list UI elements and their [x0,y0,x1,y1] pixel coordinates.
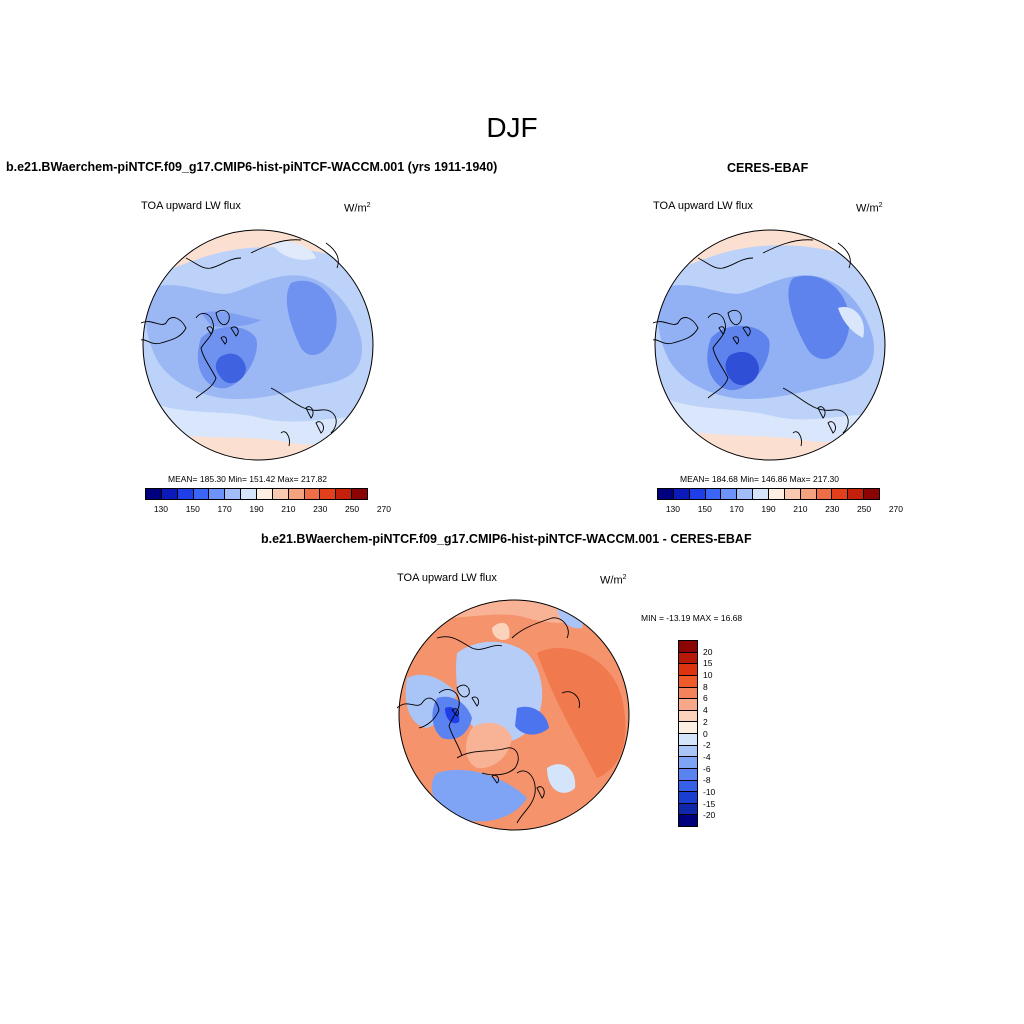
obs-colorbar-swatch [658,489,674,499]
obs-polar-map [653,229,886,461]
model-units: W/m2 [344,202,371,215]
model-colorbar-swatch [336,489,353,499]
diff-colorbar-tick-label: 8 [703,681,708,692]
diff-colorbar-swatch [679,641,697,653]
model-colorbar-swatch [288,489,305,499]
diff-colorbar-tick-label: 15 [703,658,713,669]
diff-colorbar-swatch [679,675,697,688]
model-colorbar-swatch [209,489,226,499]
model-colorbar-tick-label: 250 [344,504,360,514]
diff-colorbar-tick-label: 0 [703,728,708,739]
diff-colorbar-labels: 20 15 10 8 6 4 2 0 -2 -4 -6 -8 -10 -15 -20 [703,640,743,827]
diff-colorbar [678,640,698,827]
model-colorbar-swatch [272,489,289,499]
diff-colorbar-swatch [679,803,697,816]
diff-colorbar-swatch [679,710,697,723]
model-colorbar-tick-label: 130 [153,504,169,514]
diff-colorbar-tick-label: 20 [703,646,713,657]
model-panel-title: b.e21.BWaerchem-piNTCF.f09_g17.CMIP6-his… [6,160,498,174]
obs-colorbar-swatch [848,489,865,499]
model-colorbar-swatch [241,489,258,499]
obs-colorbar-swatch [816,489,833,499]
obs-colorbar-tick-label: 230 [825,504,840,514]
model-colorbar-swatch [225,489,242,499]
model-colorbar-swatch [304,489,321,499]
model-colorbar-labels: 130 150 170 190 210 230 250 270 [145,504,391,516]
model-variable-label: TOA upward LW flux [141,200,241,212]
obs-colorbar-swatch [784,489,801,499]
diff-colorbar-swatch [679,734,697,746]
obs-stats: MEAN= 184.68 Min= 146.86 Max= 217.30 [680,474,840,484]
model-colorbar-tick-label: 170 [217,504,232,514]
diff-colorbar-swatch [679,699,697,711]
diff-colorbar-swatch [679,757,697,769]
obs-colorbar-tick-label: 250 [856,504,872,514]
diff-colorbar-swatch [679,687,697,700]
model-colorbar-swatch [146,489,162,499]
diff-units: W/m2 [600,574,627,587]
figure-title: DJF [486,112,538,143]
diff-colorbar-tick-label: 2 [703,716,708,727]
obs-colorbar-swatch [769,489,785,499]
obs-variable-label: TOA upward LW flux [653,200,753,212]
diff-colorbar-swatch [679,792,697,804]
diff-stats: MIN = -13.19 MAX = 16.68 [641,613,743,623]
model-colorbar-swatch [193,489,210,499]
diff-colorbar-tick-label: -15 [703,798,716,809]
obs-colorbar-swatch [737,489,754,499]
obs-colorbar-tick-label: 210 [793,504,808,514]
obs-units: W/m2 [856,202,883,215]
diff-colorbar-swatch [679,815,697,826]
model-colorbar-tick-label: 210 [281,504,296,514]
diff-panel-title: b.e21.BWaerchem-piNTCF.f09_g17.CMIP6-his… [261,532,752,546]
diff-colorbar-swatch [679,768,697,781]
obs-colorbar-tick-label: 150 [697,504,712,514]
obs-colorbar-tick-label: 130 [665,504,681,514]
diff-colorbar-tick-label: -10 [703,786,716,797]
obs-colorbar-swatch [721,489,738,499]
diff-colorbar-tick-label: -8 [703,775,711,786]
model-stats: MEAN= 185.30 Min= 151.42 Max= 217.82 [168,474,328,484]
obs-colorbar [657,488,880,500]
diff-colorbar-swatch [679,652,697,665]
model-colorbar-tick-label: 150 [185,504,200,514]
model-colorbar-swatch [177,489,194,499]
diff-colorbar-tick-label: 10 [703,670,713,681]
obs-colorbar-tick-label: 270 [888,504,904,514]
obs-colorbar-swatch [864,489,880,499]
diff-polar-map [397,599,630,831]
model-colorbar-tick-label: 230 [313,504,328,514]
diff-colorbar-tick-label: -2 [703,740,711,751]
obs-panel-title: CERES-EBAF [727,161,809,175]
diff-colorbar-tick-label: -6 [703,763,711,774]
diff-colorbar-swatch [679,722,697,734]
diff-colorbar-tick-label: -20 [703,810,716,821]
obs-colorbar-swatch [832,489,849,499]
obs-colorbar-tick-label: 170 [729,504,744,514]
model-colorbar-tick-label: 270 [376,504,392,514]
diff-colorbar-tick-label: -4 [703,751,711,762]
model-colorbar-swatch [257,489,273,499]
model-colorbar-tick-label: 190 [249,504,264,514]
model-colorbar-swatch [352,489,368,499]
obs-colorbar-swatch [689,489,706,499]
obs-colorbar-swatch [673,489,690,499]
obs-colorbar-swatch [705,489,722,499]
obs-colorbar-tick-label: 190 [761,504,776,514]
diff-colorbar-swatch [679,664,697,676]
diff-variable-label: TOA upward LW flux [397,572,497,584]
diff-colorbar-tick-label: 6 [703,693,708,704]
obs-colorbar-swatch [800,489,817,499]
model-polar-map [141,229,374,461]
obs-colorbar-labels: 130 150 170 190 210 230 250 270 [657,504,903,516]
obs-colorbar-swatch [753,489,770,499]
model-colorbar-swatch [320,489,337,499]
model-colorbar [145,488,368,500]
diff-colorbar-swatch [679,745,697,758]
diff-colorbar-tick-label: 4 [703,705,708,716]
diff-colorbar-swatch [679,780,697,793]
model-colorbar-swatch [161,489,178,499]
